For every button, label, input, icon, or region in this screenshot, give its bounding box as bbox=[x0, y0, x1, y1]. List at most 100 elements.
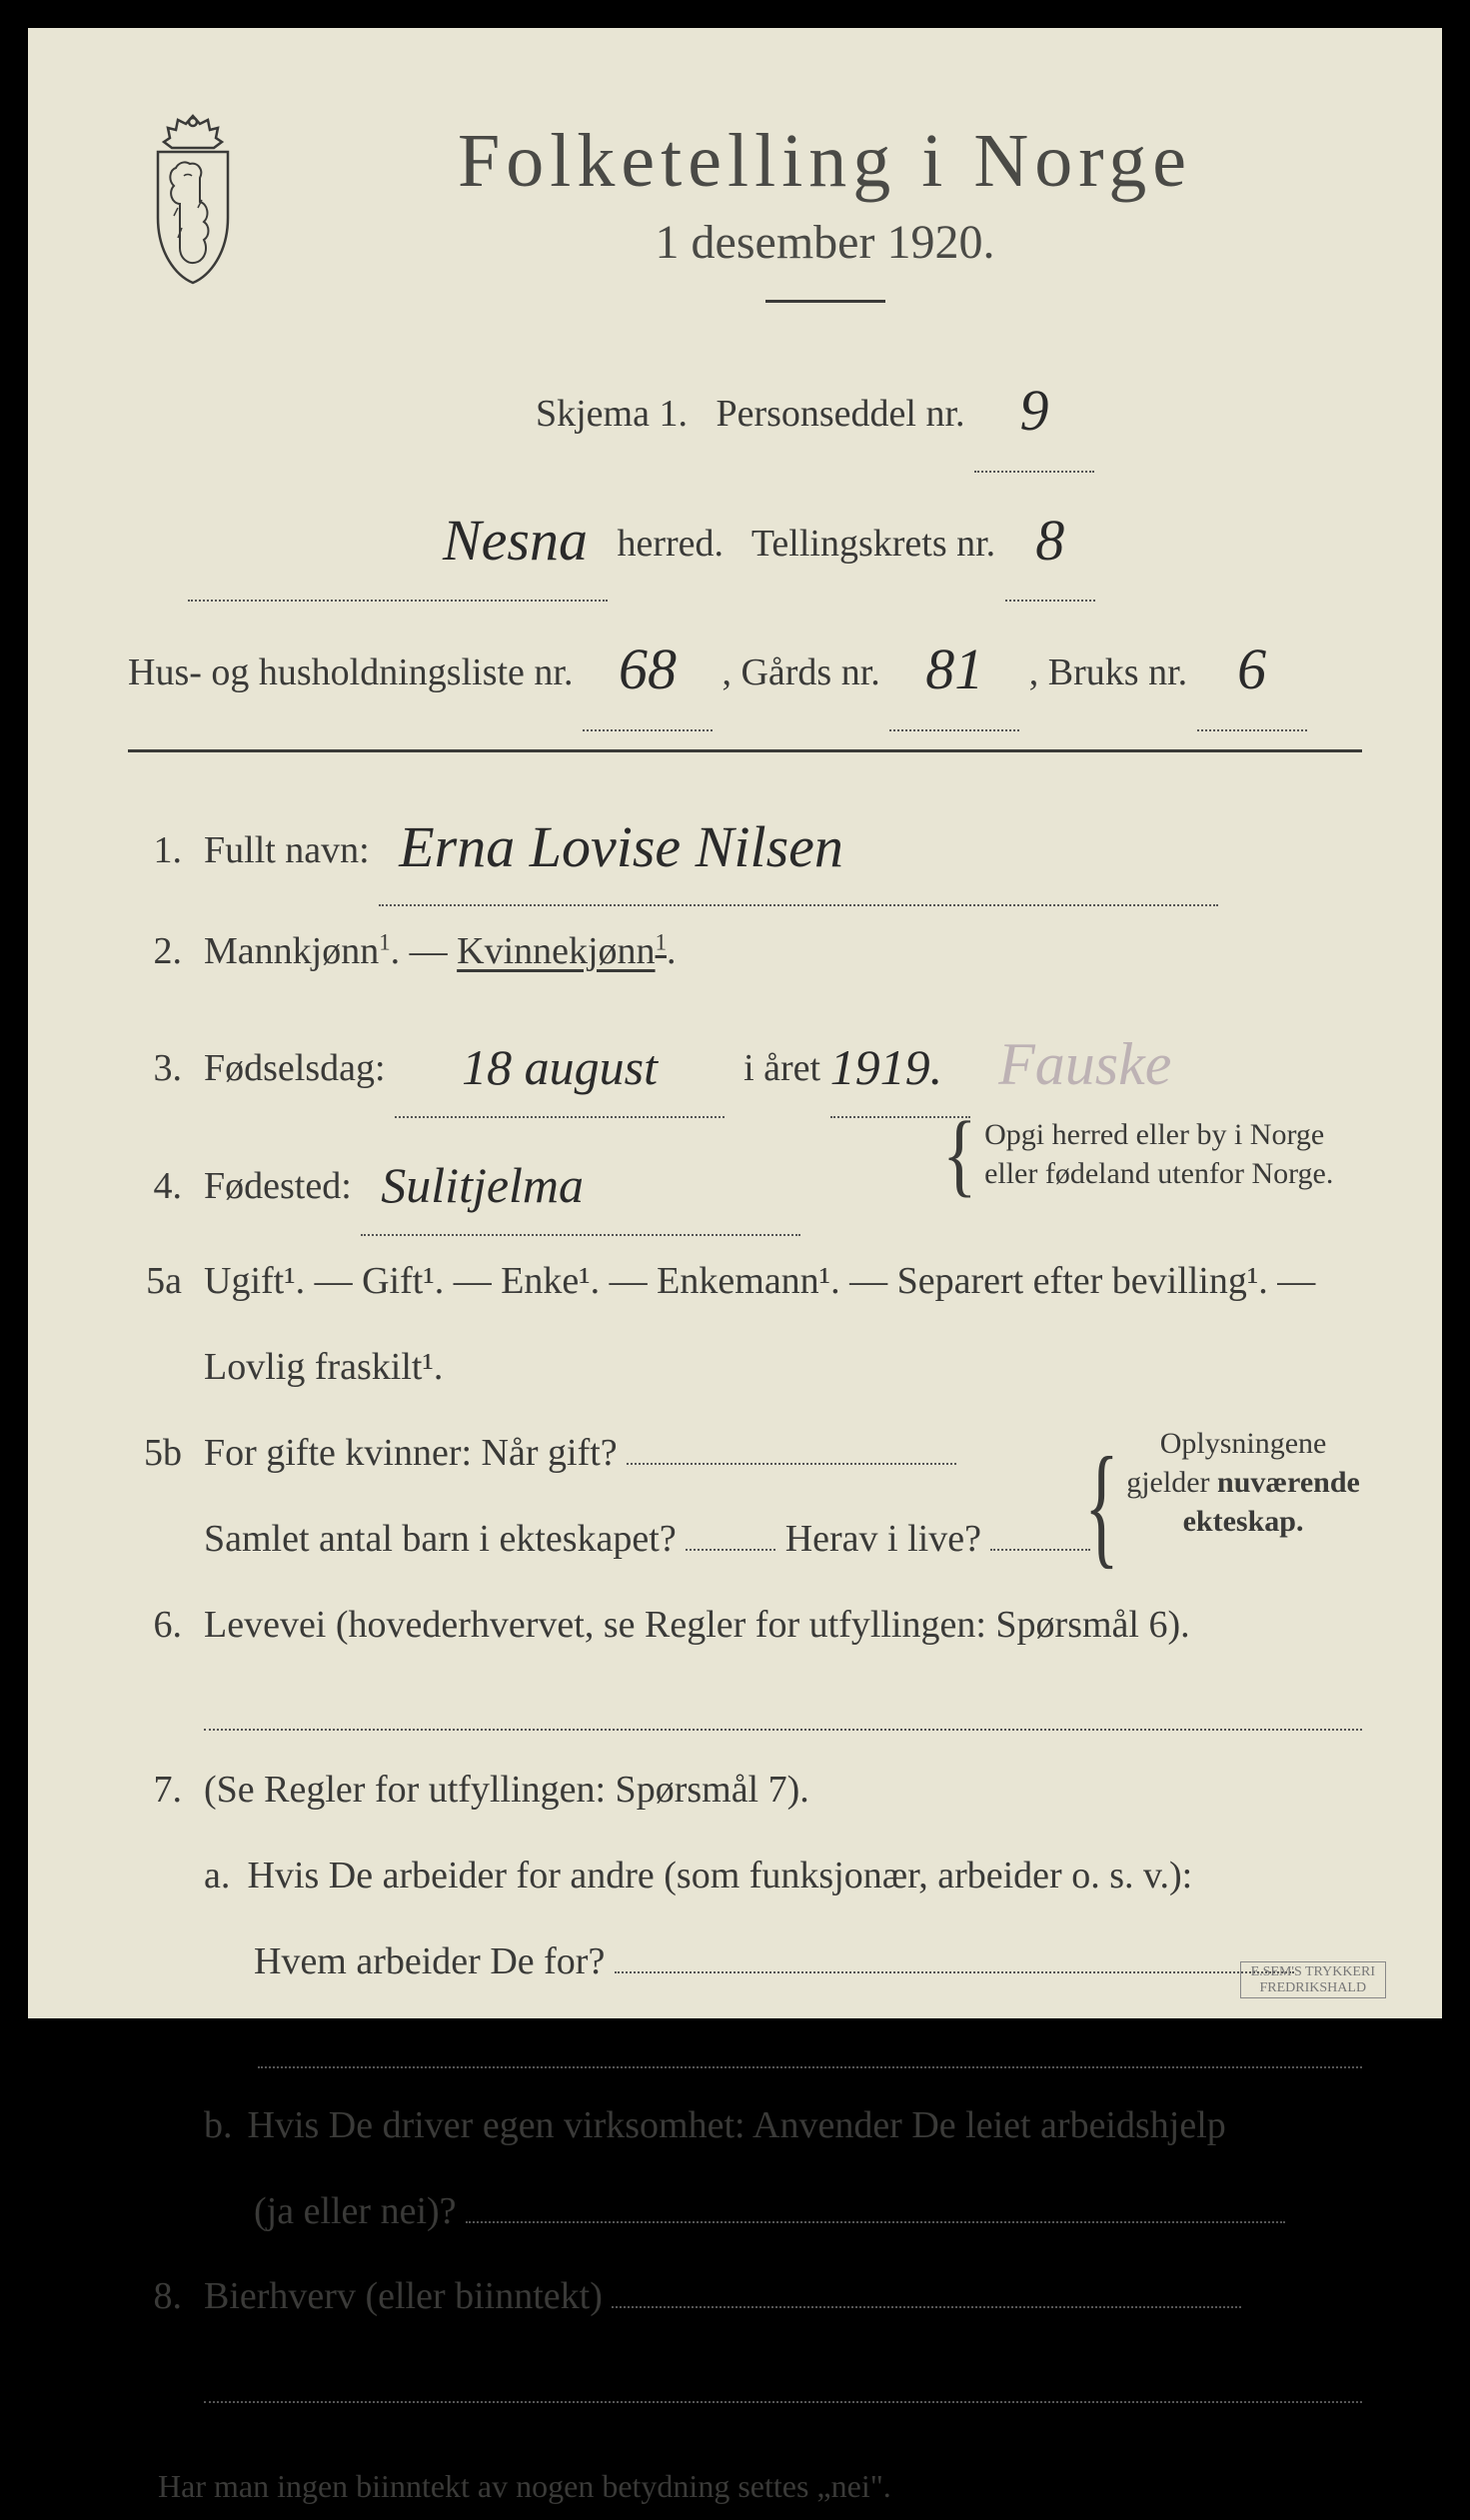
q8-field bbox=[612, 2306, 1241, 2308]
printer-l2: FREDRIKSHALD bbox=[1260, 1980, 1367, 1995]
q6-text: Levevei (hovederhvervet, se Regler for u… bbox=[204, 1604, 1190, 1646]
q5b-body2: Samlet antal barn i ekteskapet? Herav i … bbox=[204, 1500, 1362, 1580]
q5a-body: Ugift¹. — Gift¹. — Enke¹. — Enkemann¹. —… bbox=[204, 1242, 1362, 1322]
q5b-barn-field bbox=[686, 1549, 775, 1551]
q3-year-value: 1919. bbox=[830, 1039, 943, 1095]
q8-num: 8. bbox=[128, 2257, 182, 2337]
meta-line-1: Skjema 1. Personseddel nr. 9 bbox=[268, 343, 1362, 473]
q5b-live-field bbox=[990, 1549, 1090, 1551]
q1-body: Fullt navn: Erna Lovise Nilsen bbox=[204, 782, 1362, 906]
q4-value: Sulitjelma bbox=[381, 1157, 584, 1213]
printer-stamp: E.SEM'S TRYKKERI FREDRIKSHALD bbox=[1240, 1961, 1386, 1998]
q5a-text: Ugift¹. — Gift¹. — Enke¹. — Enkemann¹. —… bbox=[204, 1260, 1315, 1302]
q7a-row: a. Hvis De arbeider for andre (som funks… bbox=[128, 1837, 1362, 1916]
q5b-l2a: Samlet antal barn i ekteskapet? bbox=[204, 1518, 677, 1560]
q7a-body: a. Hvis De arbeider for andre (som funks… bbox=[204, 1837, 1362, 1916]
q7b-text1: Hvis De driver egen virksomhet: Anvender… bbox=[248, 2104, 1226, 2146]
tellingskrets-field: 8 bbox=[1005, 473, 1095, 603]
personseddel-nr-field: 9 bbox=[974, 343, 1094, 473]
q5a-text2: Lovlig fraskilt¹. bbox=[204, 1346, 443, 1388]
title-divider bbox=[765, 300, 885, 303]
meta-block: Skjema 1. Personseddel nr. 9 Nesna herre… bbox=[128, 343, 1362, 731]
q2-male-sup: 1 bbox=[379, 929, 390, 954]
q3-year-label: i året bbox=[743, 1047, 820, 1089]
q5b-l2b: Herav i live? bbox=[785, 1518, 981, 1560]
questions-block: 1. Fullt navn: Erna Lovise Nilsen 2. Man… bbox=[128, 782, 1362, 2520]
q7a-letter: a. bbox=[204, 1837, 238, 1916]
q4-note-l2: eller fødeland utenfor Norge. bbox=[984, 1157, 1333, 1190]
q5b-gift-field bbox=[627, 1463, 956, 1465]
q8-body: Bierhverv (eller biinntekt) bbox=[204, 2257, 1362, 2337]
q2-num: 2. bbox=[128, 912, 182, 992]
meta-line-3: Hus- og husholdningsliste nr. 68 , Gårds… bbox=[128, 602, 1362, 731]
herred-value: Nesna bbox=[443, 508, 588, 573]
bruks-label: , Bruks nr. bbox=[1029, 651, 1187, 693]
q7a-field bbox=[615, 1971, 1294, 1973]
gards-field: 81 bbox=[889, 602, 1019, 731]
coat-of-arms-icon bbox=[128, 108, 258, 288]
q2-row: 2. Mannkjønn1. — Kvinnekjønn1. bbox=[128, 912, 1362, 992]
q5a-body2: Lovlig fraskilt¹. bbox=[204, 1328, 1362, 1408]
q4-num: 4. bbox=[128, 1147, 182, 1227]
q5b-note-l1: Oplysningene bbox=[1160, 1427, 1327, 1460]
q6-num: 6. bbox=[128, 1586, 182, 1666]
q1-field: Erna Lovise Nilsen bbox=[379, 782, 1218, 906]
q5a-num: 5a bbox=[128, 1242, 182, 1322]
q7b-text2: (ja eller nei)? bbox=[254, 2190, 457, 2232]
herred-label: herred. bbox=[618, 523, 725, 565]
printer-l1: E.SEM'S TRYKKERI bbox=[1251, 1964, 1375, 1979]
q8-row: 8. Bierhverv (eller biinntekt) bbox=[128, 2257, 1362, 2337]
q7b-body: b. Hvis De driver egen virksomhet: Anven… bbox=[204, 2086, 1362, 2166]
meta-line-2: Nesna herred. Tellingskrets nr. 8 bbox=[128, 473, 1362, 603]
q5a-row2: Lovlig fraskilt¹. bbox=[128, 1328, 1362, 1408]
husliste-label: Hus- og husholdningsliste nr. bbox=[128, 651, 573, 693]
q5b-note-l2: gjelder nuværende bbox=[1126, 1466, 1360, 1499]
q1-label: Fullt navn: bbox=[204, 829, 370, 871]
q7-intro: (Se Regler for utfyllingen: Spørsmål 7). bbox=[204, 1769, 809, 1811]
gards-nr: 81 bbox=[925, 636, 983, 701]
q7b-row: b. Hvis De driver egen virksomhet: Anven… bbox=[128, 2086, 1362, 2166]
bruks-field: 6 bbox=[1197, 602, 1307, 731]
q7b-field bbox=[466, 2221, 1285, 2223]
q2-male: Mannkjønn bbox=[204, 930, 379, 972]
q4-label: Fødested: bbox=[204, 1165, 352, 1207]
q7b-body2: (ja eller nei)? bbox=[204, 2172, 1362, 2252]
title-block: Folketelling i Norge 1 desember 1920. bbox=[288, 108, 1362, 333]
q7a-row2: Hvem arbeider De for? bbox=[128, 1922, 1362, 2002]
q2-male-period: . bbox=[391, 930, 401, 972]
q7a-text1: Hvis De arbeider for andre (som funksjon… bbox=[248, 1855, 1193, 1896]
q7-body: (Se Regler for utfyllingen: Spørsmål 7). bbox=[204, 1751, 1362, 1831]
skjema-label: Skjema 1. bbox=[536, 393, 688, 435]
section-divider bbox=[128, 749, 1362, 752]
husliste-nr: 68 bbox=[619, 636, 677, 701]
q8-label: Bierhverv (eller biinntekt) bbox=[204, 2275, 603, 2317]
q3-label: Fødselsdag: bbox=[204, 1047, 386, 1089]
herred-field: Nesna bbox=[188, 473, 608, 603]
census-form-page: Folketelling i Norge 1 desember 1920. Sk… bbox=[0, 0, 1470, 2046]
husliste-field: 68 bbox=[583, 602, 713, 731]
q1-row: 1. Fullt navn: Erna Lovise Nilsen bbox=[128, 782, 1362, 906]
gards-label: , Gårds nr. bbox=[722, 651, 879, 693]
q2-body: Mannkjønn1. — Kvinnekjønn1. bbox=[204, 912, 1362, 992]
q1-num: 1. bbox=[128, 811, 182, 891]
q5b-row2: Samlet antal barn i ekteskapet? Herav i … bbox=[128, 1500, 1362, 1580]
q8-blank-line bbox=[204, 2355, 1362, 2403]
q1-value: Erna Lovise Nilsen bbox=[399, 814, 843, 879]
q7b-row2: (ja eller nei)? bbox=[128, 2172, 1362, 2252]
q5b-num: 5b bbox=[128, 1414, 182, 1494]
q6-body: Levevei (hovederhvervet, se Regler for u… bbox=[204, 1586, 1362, 1666]
q3-num: 3. bbox=[128, 1029, 182, 1109]
q7a-text2: Hvem arbeider De for? bbox=[254, 1940, 605, 1982]
tellingskrets-nr: 8 bbox=[1035, 508, 1064, 573]
q5a-row: 5a Ugift¹. — Gift¹. — Enke¹. — Enkemann¹… bbox=[128, 1242, 1362, 1322]
q4-field: Sulitjelma bbox=[361, 1129, 800, 1236]
q4-body: Fødested: Sulitjelma { Opgi herred eller… bbox=[204, 1129, 1362, 1236]
bruks-nr: 6 bbox=[1237, 636, 1266, 701]
q5b-body: For gifte kvinner: Når gift? { Oplysning… bbox=[204, 1414, 1362, 1494]
q7b-letter: b. bbox=[204, 2086, 238, 2166]
personseddel-label: Personseddel nr. bbox=[716, 393, 964, 435]
q3-pencil-note: Fauske bbox=[998, 1031, 1171, 1097]
q3-body: Fødselsdag: 18 august i året 1919. Fausk… bbox=[204, 997, 1362, 1123]
q2-female-period: . bbox=[667, 930, 677, 972]
q7a-blank-line bbox=[258, 2020, 1362, 2068]
